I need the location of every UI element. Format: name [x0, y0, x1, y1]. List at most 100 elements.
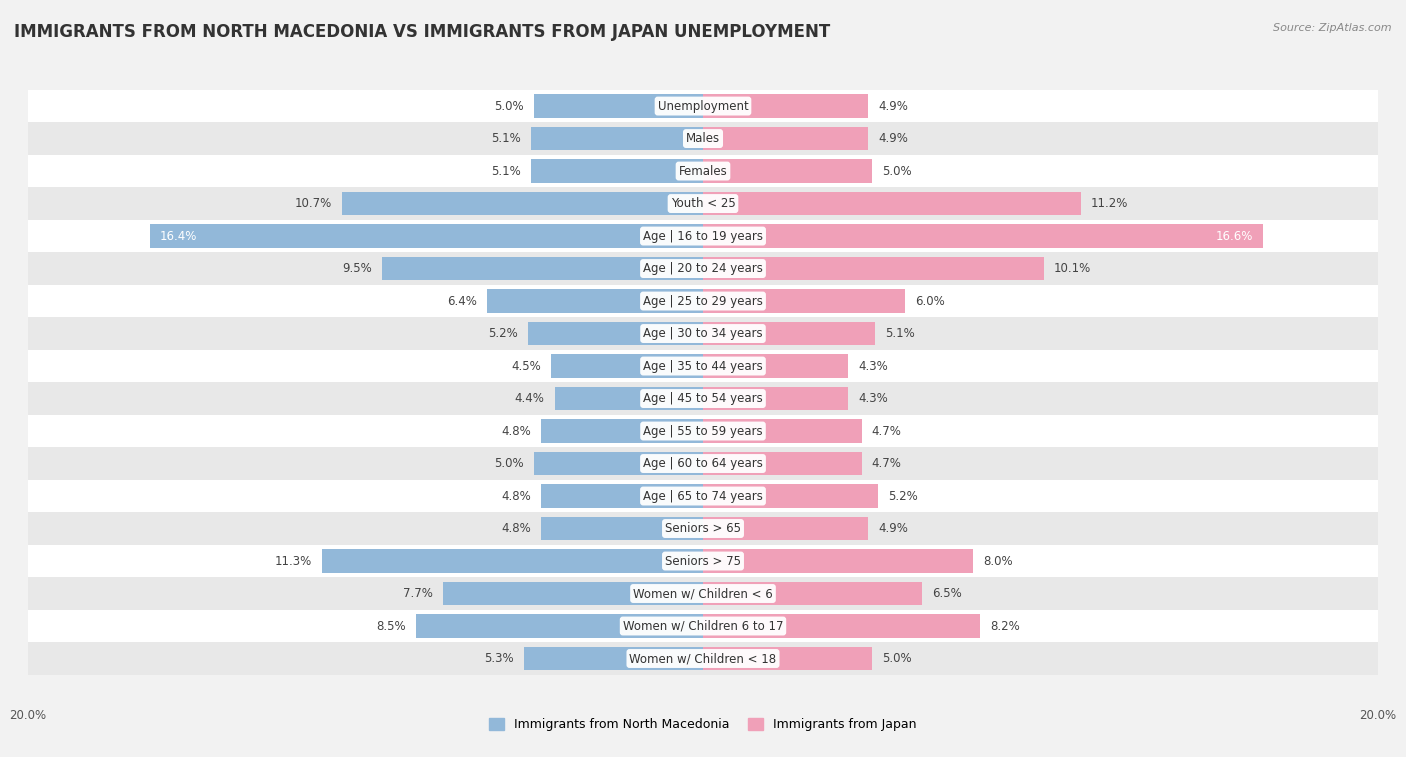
Text: 6.4%: 6.4% — [447, 294, 477, 307]
Bar — [524, 646, 703, 670]
Bar — [703, 354, 848, 378]
Bar — [322, 550, 703, 573]
Bar — [703, 615, 980, 637]
Bar — [703, 517, 869, 540]
Bar — [28, 123, 1378, 154]
Bar — [703, 127, 869, 150]
Text: 4.4%: 4.4% — [515, 392, 544, 405]
Text: Women w/ Children < 18: Women w/ Children < 18 — [630, 652, 776, 665]
Text: Age | 60 to 64 years: Age | 60 to 64 years — [643, 457, 763, 470]
Text: Age | 65 to 74 years: Age | 65 to 74 years — [643, 490, 763, 503]
Text: 10.1%: 10.1% — [1054, 262, 1091, 275]
Bar — [28, 187, 1378, 220]
Text: Women w/ Children < 6: Women w/ Children < 6 — [633, 587, 773, 600]
Bar — [342, 192, 703, 215]
Text: 6.5%: 6.5% — [932, 587, 962, 600]
Text: 4.9%: 4.9% — [879, 132, 908, 145]
Bar — [541, 484, 703, 508]
Bar — [28, 447, 1378, 480]
Text: 4.3%: 4.3% — [858, 360, 889, 372]
Text: 5.0%: 5.0% — [882, 164, 911, 178]
Text: 5.1%: 5.1% — [886, 327, 915, 340]
Bar — [703, 257, 1043, 280]
Bar — [703, 160, 872, 182]
Bar — [28, 545, 1378, 578]
Text: 4.8%: 4.8% — [501, 425, 531, 438]
Bar — [28, 480, 1378, 512]
Text: 11.2%: 11.2% — [1091, 197, 1129, 210]
Text: IMMIGRANTS FROM NORTH MACEDONIA VS IMMIGRANTS FROM JAPAN UNEMPLOYMENT: IMMIGRANTS FROM NORTH MACEDONIA VS IMMIG… — [14, 23, 831, 41]
Text: 5.1%: 5.1% — [491, 132, 520, 145]
Bar — [541, 419, 703, 443]
Bar — [703, 95, 869, 118]
Bar — [541, 517, 703, 540]
Bar — [527, 322, 703, 345]
Text: 8.2%: 8.2% — [990, 619, 1019, 633]
Bar — [703, 484, 879, 508]
Bar — [534, 95, 703, 118]
Bar — [382, 257, 703, 280]
Text: 4.9%: 4.9% — [879, 100, 908, 113]
Text: Age | 30 to 34 years: Age | 30 to 34 years — [643, 327, 763, 340]
Text: Women w/ Children 6 to 17: Women w/ Children 6 to 17 — [623, 619, 783, 633]
Text: 4.8%: 4.8% — [501, 522, 531, 535]
Text: Age | 35 to 44 years: Age | 35 to 44 years — [643, 360, 763, 372]
Bar — [703, 582, 922, 605]
Bar — [531, 160, 703, 182]
Text: 5.0%: 5.0% — [495, 100, 524, 113]
Bar — [28, 512, 1378, 545]
Bar — [703, 192, 1081, 215]
Text: 8.5%: 8.5% — [377, 619, 406, 633]
Bar — [28, 285, 1378, 317]
Text: Unemployment: Unemployment — [658, 100, 748, 113]
Bar — [416, 615, 703, 637]
Text: Youth < 25: Youth < 25 — [671, 197, 735, 210]
Text: 4.5%: 4.5% — [512, 360, 541, 372]
Bar — [28, 642, 1378, 674]
Text: Females: Females — [679, 164, 727, 178]
Text: Source: ZipAtlas.com: Source: ZipAtlas.com — [1274, 23, 1392, 33]
Text: 5.2%: 5.2% — [488, 327, 517, 340]
Bar — [703, 646, 872, 670]
Bar — [28, 90, 1378, 123]
Bar — [28, 317, 1378, 350]
Text: 4.7%: 4.7% — [872, 425, 901, 438]
Bar — [28, 610, 1378, 642]
Text: Age | 45 to 54 years: Age | 45 to 54 years — [643, 392, 763, 405]
Bar — [28, 252, 1378, 285]
Bar — [534, 452, 703, 475]
Text: 5.1%: 5.1% — [491, 164, 520, 178]
Bar — [703, 550, 973, 573]
Text: 16.4%: 16.4% — [160, 229, 197, 242]
Text: 5.3%: 5.3% — [485, 652, 515, 665]
Bar — [554, 387, 703, 410]
Text: 5.0%: 5.0% — [882, 652, 911, 665]
Text: 10.7%: 10.7% — [295, 197, 332, 210]
Text: Seniors > 65: Seniors > 65 — [665, 522, 741, 535]
Bar — [703, 419, 862, 443]
Text: 8.0%: 8.0% — [983, 555, 1012, 568]
Text: 7.7%: 7.7% — [404, 587, 433, 600]
Text: 16.6%: 16.6% — [1216, 229, 1253, 242]
Bar — [703, 387, 848, 410]
Bar — [28, 578, 1378, 610]
Bar — [486, 289, 703, 313]
Text: 4.9%: 4.9% — [879, 522, 908, 535]
Text: 6.0%: 6.0% — [915, 294, 945, 307]
Text: Seniors > 75: Seniors > 75 — [665, 555, 741, 568]
Legend: Immigrants from North Macedonia, Immigrants from Japan: Immigrants from North Macedonia, Immigra… — [484, 713, 922, 737]
Bar — [149, 224, 703, 248]
Text: 5.0%: 5.0% — [495, 457, 524, 470]
Text: 4.3%: 4.3% — [858, 392, 889, 405]
Text: Age | 25 to 29 years: Age | 25 to 29 years — [643, 294, 763, 307]
Bar — [28, 382, 1378, 415]
Text: Age | 20 to 24 years: Age | 20 to 24 years — [643, 262, 763, 275]
Text: Males: Males — [686, 132, 720, 145]
Text: Age | 55 to 59 years: Age | 55 to 59 years — [643, 425, 763, 438]
Bar — [703, 322, 875, 345]
Bar — [703, 452, 862, 475]
Text: 9.5%: 9.5% — [343, 262, 373, 275]
Bar — [28, 220, 1378, 252]
Text: Age | 16 to 19 years: Age | 16 to 19 years — [643, 229, 763, 242]
Text: 5.2%: 5.2% — [889, 490, 918, 503]
